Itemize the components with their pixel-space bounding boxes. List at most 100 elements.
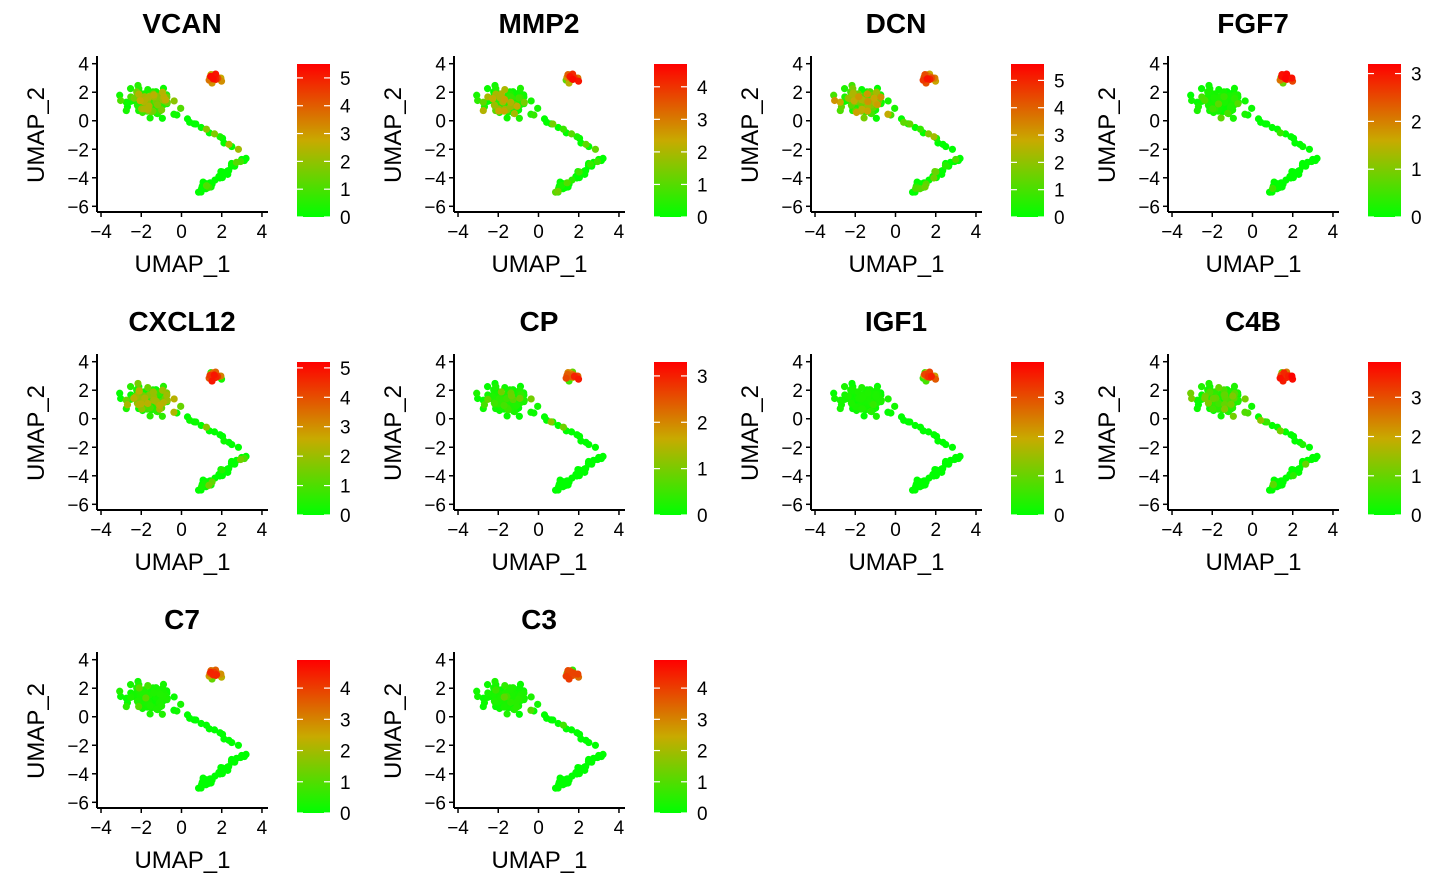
x-tick-label: 0 — [1247, 520, 1258, 541]
cell-point — [527, 97, 535, 105]
cell-point — [479, 98, 487, 106]
cell-point — [567, 130, 576, 138]
cell-point — [192, 120, 200, 128]
cell-point — [549, 120, 557, 128]
x-tick-label: 4 — [614, 818, 625, 839]
cell-point — [534, 104, 542, 112]
x-tick-label: −4 — [804, 222, 826, 243]
x-tick-label: −4 — [90, 520, 112, 541]
y-tick-label: 2 — [78, 679, 89, 700]
cell-point — [582, 140, 590, 148]
panel-title: C7 — [164, 604, 200, 635]
y-axis-label: UMAP_2 — [23, 385, 50, 481]
y-tick-label: −6 — [67, 495, 89, 516]
cell-point — [840, 383, 849, 391]
cell-point — [554, 485, 562, 494]
cell-point — [135, 702, 143, 711]
y-tick-label: −6 — [424, 495, 446, 516]
x-tick-label: 2 — [1287, 520, 1298, 541]
x-tick-label: −4 — [1161, 520, 1183, 541]
cell-point — [210, 130, 219, 138]
cell-point — [202, 182, 211, 190]
cell-point — [858, 105, 866, 113]
cell-point — [1193, 396, 1201, 404]
cell-point — [852, 108, 861, 117]
cell-point — [549, 716, 557, 724]
legend-tick-label: 0 — [1411, 208, 1422, 229]
cell-point — [1241, 408, 1249, 416]
x-tick-label: 0 — [533, 222, 544, 243]
cell-point — [227, 460, 236, 468]
cell-point — [150, 91, 158, 99]
cell-point — [513, 102, 521, 110]
y-tick-label: −2 — [1138, 438, 1160, 459]
cell-point — [116, 687, 124, 695]
cell-point — [581, 766, 589, 774]
cell-point — [490, 399, 498, 407]
cell-point — [534, 700, 542, 708]
cell-point — [483, 681, 492, 689]
cell-point — [1276, 129, 1284, 137]
cell-point — [1209, 105, 1217, 113]
cell-point — [900, 118, 908, 126]
y-tick-label: −2 — [424, 438, 446, 459]
cell-point — [585, 738, 593, 747]
cell-point — [158, 386, 167, 394]
legend-colorbar — [297, 362, 330, 515]
cell-point — [831, 394, 839, 403]
cell-point — [530, 111, 538, 119]
x-axis-label: UMAP_1 — [491, 549, 587, 576]
x-tick-label: −2 — [1201, 222, 1223, 243]
cell-point — [869, 401, 877, 409]
y-tick-label: −2 — [67, 438, 89, 459]
cell-point — [591, 145, 600, 153]
cell-point — [202, 778, 211, 786]
cell-point — [163, 391, 171, 399]
cell-point — [135, 684, 143, 692]
x-tick-label: 0 — [890, 520, 901, 541]
cell-point — [558, 181, 566, 190]
cell-point — [1248, 104, 1256, 112]
cell-point — [581, 468, 589, 476]
cell-point — [872, 114, 880, 122]
x-tick-label: −2 — [130, 222, 152, 243]
cell-point — [192, 716, 200, 724]
cell-point — [1282, 474, 1290, 482]
cell-point — [559, 721, 567, 729]
cell-point — [911, 485, 919, 494]
cell-point — [527, 408, 535, 416]
y-tick-label: 4 — [792, 353, 803, 374]
cell-point — [870, 94, 878, 102]
x-tick-label: 2 — [573, 818, 584, 839]
y-axis-label: UMAP_2 — [380, 683, 407, 779]
cell-point — [1214, 405, 1222, 413]
cell-point — [207, 72, 215, 80]
cell-point — [863, 90, 871, 98]
cell-point — [585, 440, 593, 449]
panel-title: CXCL12 — [128, 306, 235, 337]
x-axis-label: UMAP_1 — [491, 847, 587, 874]
cell-point — [1263, 120, 1271, 128]
y-tick-label: 2 — [792, 83, 803, 104]
cell-point — [495, 107, 503, 115]
legend-tick-label: 4 — [697, 78, 708, 99]
cell-point — [1197, 383, 1206, 391]
y-tick-label: −4 — [1138, 467, 1160, 488]
y-tick-label: −6 — [67, 793, 89, 814]
cell-point — [158, 412, 166, 420]
cell-point — [170, 408, 178, 416]
cell-point — [877, 396, 885, 405]
y-axis-label: UMAP_2 — [380, 87, 407, 183]
x-tick-label: 2 — [216, 520, 227, 541]
cell-point — [559, 480, 568, 488]
cell-point — [228, 440, 236, 449]
legend-tick-label: 0 — [340, 208, 351, 229]
cell-point — [927, 372, 935, 381]
legend-tick-label: 4 — [1054, 99, 1065, 120]
x-tick-label: 4 — [971, 520, 982, 541]
x-tick-label: 4 — [971, 222, 982, 243]
panel-title: C4B — [1225, 306, 1281, 337]
legend-tick-label: 2 — [340, 742, 351, 763]
cell-point — [591, 443, 600, 451]
